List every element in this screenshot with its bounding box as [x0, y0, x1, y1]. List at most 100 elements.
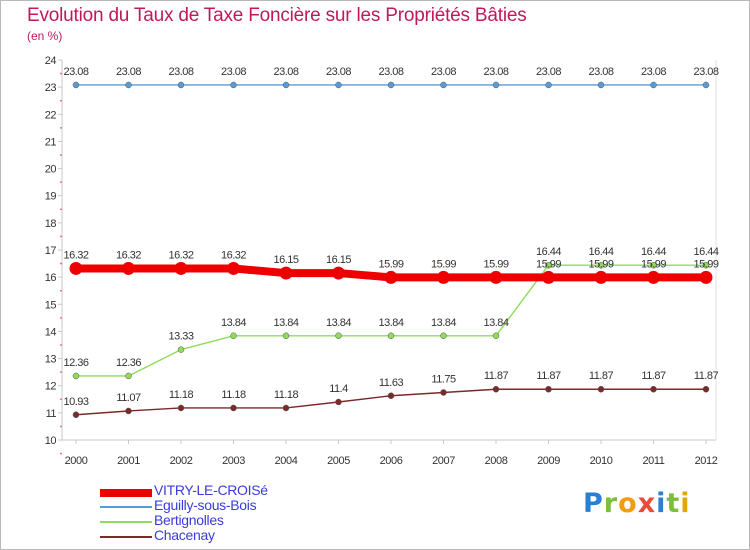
- logo-letter: x: [637, 488, 657, 519]
- data-label: 15.99: [378, 258, 403, 270]
- data-point: [125, 372, 132, 380]
- data-point: [387, 392, 395, 400]
- data-point: [177, 346, 185, 353]
- y-minor-tick: [60, 126, 62, 129]
- logo-letter: P: [583, 488, 604, 519]
- x-tick-label: 2001: [117, 455, 140, 467]
- data-label: 13.84: [273, 317, 298, 329]
- data-point: [597, 261, 605, 269]
- data-label: 11.18: [221, 389, 246, 401]
- data-label: 23.08: [273, 66, 298, 78]
- data-point: [230, 81, 237, 89]
- data-label: 15.99: [693, 258, 718, 270]
- legend-label-bertignolles: Bertignolles: [154, 512, 224, 528]
- data-point: [282, 404, 290, 412]
- data-point: [545, 81, 552, 89]
- legend-item-eguilly: Eguilly-sous-Bois: [100, 497, 340, 514]
- x-tick-label: 2010: [590, 455, 613, 467]
- legend-swatch-eguilly: [100, 506, 152, 508]
- legend-item-chacenay: Chacenay: [100, 527, 340, 544]
- data-label: 23.08: [168, 66, 193, 78]
- data-label: 13.84: [221, 317, 246, 329]
- chart-title: Evolution du Taux de Taxe Foncière sur l…: [27, 5, 527, 26]
- x-tick-label: 2006: [380, 455, 403, 467]
- data-label: 11.87: [694, 370, 719, 382]
- y-tick-label: 16: [45, 272, 57, 284]
- data-point: [230, 404, 237, 412]
- data-label: 11.18: [169, 389, 194, 401]
- data-label: 23.08: [431, 66, 456, 78]
- data-point: [545, 261, 552, 269]
- data-label: 23.08: [693, 66, 718, 78]
- data-point: [597, 81, 605, 89]
- data-point: [335, 81, 342, 89]
- y-tick-label: 23: [45, 82, 57, 94]
- y-minor-tick: [60, 371, 62, 374]
- data-point: [177, 81, 185, 89]
- data-point: [492, 385, 500, 393]
- legend-swatch-vitry: [100, 489, 152, 497]
- data-label: 16.15: [326, 254, 351, 266]
- y-tick-label: 20: [45, 164, 57, 176]
- y-minor-tick: [60, 398, 62, 401]
- data-point: [125, 407, 132, 415]
- legend-item-vitry: VITRY-LE-CROISé: [100, 482, 340, 499]
- legend-swatch-chacenay: [100, 536, 152, 538]
- legend-label-eguilly: Eguilly-sous-Bois: [154, 497, 257, 513]
- y-minor-tick: [60, 262, 62, 265]
- y-tick-label: 18: [45, 218, 57, 230]
- data-point: [282, 332, 290, 340]
- data-point: [282, 81, 290, 89]
- x-tick-label: 2011: [642, 455, 664, 467]
- x-tick-label: 2009: [537, 455, 560, 467]
- data-point: [489, 270, 503, 284]
- x-tick-label: 2008: [485, 455, 508, 467]
- y-tick-label: 12: [45, 381, 57, 393]
- data-point: [387, 81, 395, 89]
- legend-item-bertignolles: Bertignolles: [100, 512, 340, 529]
- y-minor-tick: [60, 316, 62, 319]
- data-point: [335, 398, 342, 406]
- logo-letter: i: [680, 488, 691, 519]
- data-point: [594, 270, 608, 284]
- logo-letter: o: [618, 488, 638, 519]
- unit-label: (en %): [27, 29, 63, 43]
- x-tick-label: 2003: [222, 455, 245, 467]
- data-point: [122, 261, 135, 275]
- data-label: 16.44: [641, 246, 666, 258]
- data-label: 13.84: [431, 317, 456, 329]
- y-minor-tick: [60, 452, 62, 455]
- data-point: [227, 261, 240, 275]
- data-point: [332, 266, 345, 280]
- data-label: 13.84: [483, 317, 508, 329]
- data-label: 23.08: [221, 66, 246, 78]
- data-label: 13.84: [326, 317, 351, 329]
- y-minor-tick: [60, 181, 62, 184]
- data-point: [335, 332, 342, 340]
- data-label: 16.44: [693, 246, 718, 258]
- proxiti-logo: Proxiti: [583, 488, 691, 519]
- data-label: 23.08: [483, 66, 508, 78]
- data-label: 23.08: [326, 66, 351, 78]
- data-label: 15.99: [431, 258, 456, 270]
- y-tick-label: 15: [45, 299, 57, 311]
- logo-letter: r: [603, 488, 619, 519]
- data-point: [384, 270, 398, 284]
- data-point: [440, 332, 447, 340]
- data-label: 11.18: [274, 389, 299, 401]
- data-point: [72, 81, 80, 89]
- data-point: [702, 385, 710, 393]
- data-label: 15.99: [641, 258, 666, 270]
- data-point: [650, 261, 657, 269]
- data-point: [279, 266, 293, 280]
- data-point: [387, 332, 395, 340]
- data-label: 23.08: [378, 66, 403, 78]
- data-label: 23.08: [116, 66, 141, 78]
- data-label: 23.08: [588, 66, 613, 78]
- y-tick-label: 22: [45, 109, 57, 121]
- data-label: 16.32: [168, 249, 193, 261]
- y-tick-label: 24: [45, 55, 57, 67]
- y-minor-tick: [60, 99, 62, 102]
- data-point: [72, 372, 80, 380]
